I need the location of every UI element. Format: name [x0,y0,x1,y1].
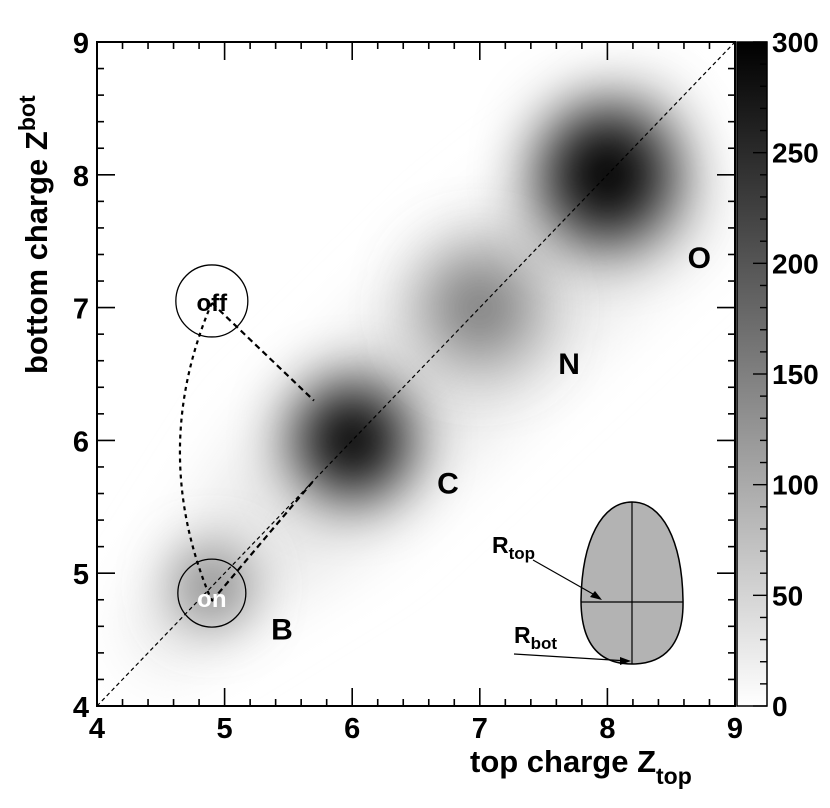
x-tick-label: 4 [89,713,105,745]
inset-rbot-arrowhead [620,657,631,665]
colorbar-tick-label: 300 [772,27,819,58]
cluster-label-c: C [437,468,459,501]
x-tick-labels: 4 5 6 7 8 9 [89,713,743,745]
cluster-label-n: N [558,348,580,381]
inset-rbot-main: R [514,622,531,648]
y-tick-label: 5 [73,559,89,591]
y-tick-label: 8 [73,161,89,193]
y-tick-label: 4 [73,692,89,724]
y-axis-title-main: bottom charge Z [19,131,54,374]
y-tick-label: 6 [73,426,89,458]
cluster-label-b: B [271,614,293,647]
on-to-c-dashed-line [210,479,315,602]
inset-rbot-sub: bot [531,634,558,653]
plot-frame [96,41,736,707]
off-circle [175,264,249,338]
cluster-labels: B C N O [271,242,711,647]
x-axis-title-sub: top [656,763,692,789]
inset-rtop-sub: top [509,544,535,563]
cluster-blob-b [173,546,250,627]
colorbar-ticks: 0 50 100 150 200 250 300 [753,27,819,722]
on-label: on [197,586,226,613]
inset-rtop-arrow [532,559,601,599]
x-axis-title-main: top charge Z [470,744,656,779]
y-tick-label: 9 [73,28,89,60]
annotation-labels: off on [197,290,229,613]
colorbar-tick-label: 150 [772,359,819,390]
y-tick-label: 7 [73,294,89,326]
inset-rtop-arrowhead [590,591,602,600]
off-label: off [197,290,229,317]
inset-rtop-main: R [492,532,509,558]
colorbar-tick-label: 200 [772,248,819,279]
x-tick-label: 8 [599,713,615,745]
detector-inset: Rtop Rbot [492,501,684,665]
on-circle [177,558,247,628]
off-on-curved-path [178,302,213,602]
inset-rtop-label: Rtop [492,532,535,563]
colorbar-tick-label: 100 [772,470,819,501]
colorbar-tick-label: 0 [772,691,788,722]
overlay-layer [97,42,735,706]
x-tick-label: 7 [472,713,488,745]
colorbar-tick-label: 50 [772,580,803,611]
inset-rbot-arrow [513,653,629,662]
y-axis-title-sub: bot [14,95,40,131]
y-tick-labels: 4 5 6 7 8 9 [73,28,89,724]
x-tick-label: 9 [727,713,743,745]
cluster-blob-c [294,382,411,499]
inset-rbot-label: Rbot [514,622,557,653]
x-tick-label: 5 [217,713,233,745]
tick-layer [96,41,736,707]
cluster-blob-n [424,252,535,363]
cluster-label-o: O [688,242,711,275]
x-axis-title: top charge Ztop [470,744,692,789]
off-to-c-dashed-line [211,302,315,402]
colorbar-tick-label: 250 [772,138,819,169]
y-axis-title: bottom charge Zbot [14,95,54,374]
x-tick-label: 6 [344,713,360,745]
